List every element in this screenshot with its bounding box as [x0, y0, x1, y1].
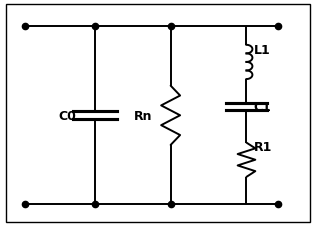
- Text: C0: C0: [58, 109, 76, 122]
- Text: R1: R1: [253, 141, 272, 154]
- Text: Rn: Rn: [134, 109, 153, 122]
- Text: C1: C1: [253, 100, 271, 113]
- Text: L1: L1: [253, 43, 270, 56]
